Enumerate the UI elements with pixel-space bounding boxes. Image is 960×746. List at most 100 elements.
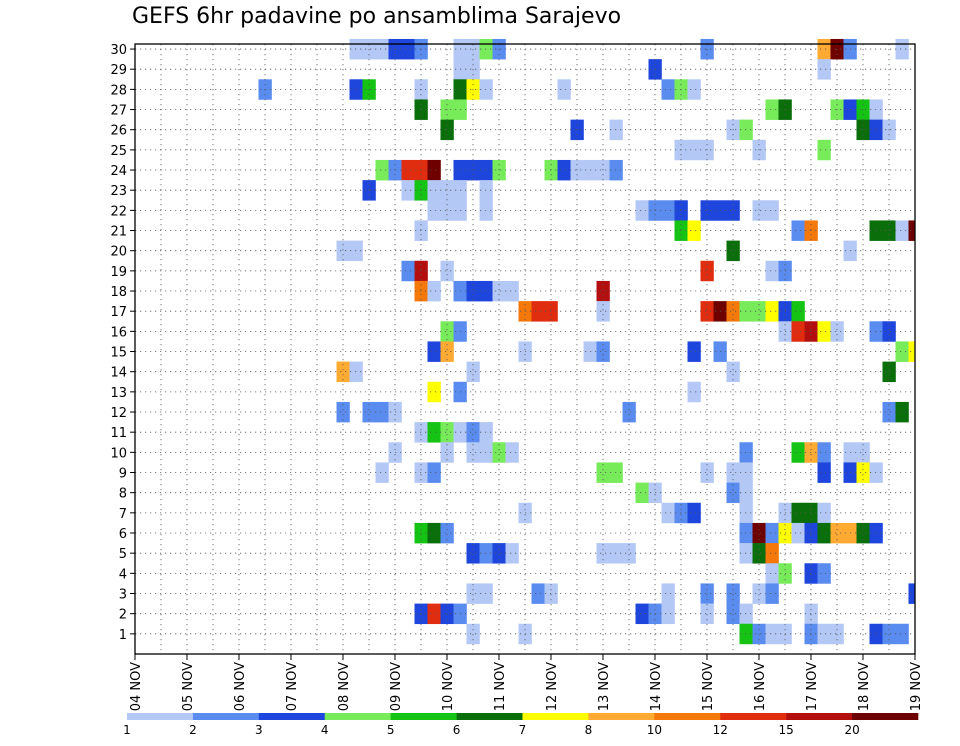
heatmap-cell — [492, 442, 506, 463]
chart-title: GEFS 6hr padavine po ansamblima Sarajevo — [132, 4, 622, 29]
y-tick-label: 25 — [110, 144, 127, 159]
heatmap-cell — [765, 200, 779, 221]
legend-swatch — [852, 713, 919, 720]
heatmap-cell — [557, 79, 571, 100]
legend-swatch — [456, 713, 523, 720]
x-tick-label: 19 NOV — [909, 662, 924, 711]
legend-label: 12 — [713, 723, 728, 737]
heatmap-cell — [427, 603, 441, 625]
heatmap-cell — [505, 543, 519, 564]
grid-lines — [134, 44, 916, 654]
heatmap-cell — [336, 361, 350, 383]
heatmap-cell — [817, 563, 831, 584]
y-tick-label: 29 — [110, 63, 127, 78]
y-tick-label: 4 — [119, 567, 127, 582]
heatmap-cell — [726, 361, 740, 383]
heatmap-cell — [817, 139, 831, 161]
heatmap-cell — [791, 522, 805, 544]
heatmap-cell — [401, 260, 415, 282]
plot-frame — [134, 43, 916, 655]
y-tick-label: 16 — [110, 325, 127, 340]
heatmap-cell — [765, 260, 779, 282]
heatmap-cell — [817, 623, 831, 645]
heatmap-cell — [427, 180, 441, 201]
heatmap-cell — [895, 38, 909, 60]
y-tick-label: 24 — [110, 164, 127, 179]
x-tick-label: 14 NOV — [649, 662, 664, 711]
y-tick-label: 2 — [119, 608, 127, 623]
heatmap-cell — [635, 482, 649, 504]
heatmap-cell — [908, 583, 916, 604]
heatmap-cell — [635, 200, 649, 221]
heatmap-cell — [622, 401, 636, 423]
heatmap-cell — [375, 462, 389, 483]
heatmap-cell — [856, 462, 870, 483]
legend-label: 1 — [123, 723, 131, 737]
heatmap-cell — [375, 159, 389, 181]
heatmap-cell — [466, 583, 480, 604]
heatmap-cell — [687, 79, 701, 100]
legend-label: 20 — [844, 723, 859, 737]
legend-label: 15 — [779, 723, 794, 737]
heatmap-cell — [817, 59, 831, 80]
heatmap-cell — [817, 462, 831, 483]
heatmap-cell — [765, 623, 779, 645]
heatmap-cell — [752, 522, 766, 544]
legend-label: 8 — [585, 723, 593, 737]
heatmap-cell — [440, 180, 454, 201]
heatmap-cell — [596, 462, 610, 483]
y-tick-label: 13 — [110, 386, 127, 401]
y-tick-label: 11 — [110, 426, 127, 441]
heatmap-cell — [440, 442, 454, 463]
heatmap-cell — [726, 603, 740, 625]
x-tick-label: 04 NOV — [129, 662, 144, 711]
heatmap-cell — [440, 260, 454, 282]
y-tick-label: 30 — [110, 43, 127, 58]
heatmap-cell — [830, 522, 844, 544]
axis-ticks: 1234567891011121314151617181920212223242… — [110, 43, 924, 711]
x-tick-label: 09 NOV — [389, 662, 404, 711]
y-tick-label: 17 — [110, 305, 127, 320]
heatmap-cell — [427, 462, 441, 483]
y-tick-label: 27 — [110, 104, 127, 119]
y-tick-label: 9 — [119, 467, 127, 482]
heatmap-cell — [765, 543, 779, 564]
y-tick-label: 21 — [110, 225, 127, 240]
heatmap-cell — [765, 99, 779, 120]
heatmap-cell — [336, 401, 350, 423]
x-tick-label: 11 NOV — [493, 662, 508, 711]
heatmap-cell — [791, 301, 805, 322]
heatmap-cell — [856, 442, 870, 463]
heatmap-cell — [882, 401, 896, 423]
y-tick-label: 20 — [110, 245, 127, 260]
heatmap-cell — [752, 583, 766, 604]
y-tick-label: 14 — [110, 366, 127, 381]
y-tick-label: 12 — [110, 406, 127, 421]
heatmap-cell — [661, 200, 675, 221]
heatmap-cell — [466, 543, 480, 564]
legend-swatch — [192, 713, 260, 720]
heatmap-cell — [817, 522, 831, 544]
heatmap-cell — [882, 623, 896, 645]
heatmap-cell — [895, 623, 909, 645]
heatmap-cell — [596, 543, 610, 564]
heatmap-cell — [687, 341, 701, 362]
legend-swatch — [258, 713, 326, 720]
x-tick-label: 12 NOV — [545, 662, 560, 711]
heatmap-cell — [830, 321, 844, 342]
legend-label: 5 — [387, 723, 395, 737]
x-tick-label: 05 NOV — [181, 662, 196, 711]
heatmap-cell — [427, 159, 441, 181]
heatmap-cell — [700, 583, 714, 604]
heatmap-cell — [440, 603, 454, 625]
heatmap-cell — [700, 462, 714, 483]
heatmap-cell — [817, 442, 831, 463]
heatmap-cell — [752, 623, 766, 645]
heatmap-cell — [726, 462, 740, 483]
heatmap-cell — [752, 543, 766, 564]
legend-label: 7 — [519, 723, 527, 737]
y-tick-label: 5 — [119, 547, 127, 562]
heatmap-cell — [882, 361, 896, 383]
heatmap-cell — [661, 79, 675, 100]
heatmap-cell — [466, 361, 480, 383]
